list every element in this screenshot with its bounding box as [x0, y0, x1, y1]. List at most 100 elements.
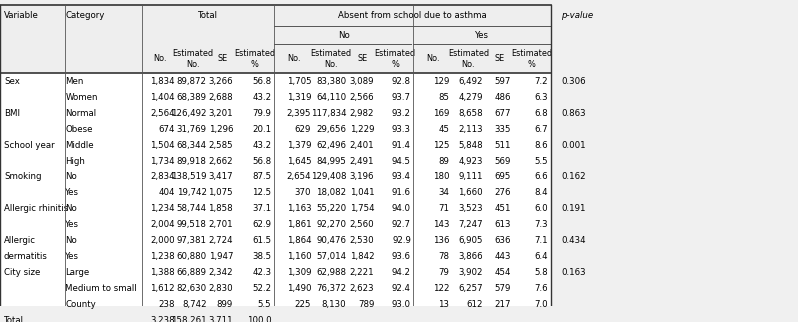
Text: 238: 238 — [158, 300, 175, 309]
Text: No: No — [65, 204, 77, 213]
Text: 612: 612 — [466, 300, 483, 309]
Text: 13: 13 — [438, 300, 449, 309]
Text: 71: 71 — [438, 204, 449, 213]
Text: 1,296: 1,296 — [208, 125, 233, 134]
Text: 8,742: 8,742 — [182, 300, 207, 309]
Text: 0.863: 0.863 — [561, 109, 586, 118]
Text: 83,380: 83,380 — [316, 77, 346, 86]
Text: 7.0: 7.0 — [535, 300, 548, 309]
Text: p-value: p-value — [561, 11, 593, 20]
Text: 1,229: 1,229 — [350, 125, 374, 134]
Text: 579: 579 — [494, 284, 511, 293]
Text: 0.163: 0.163 — [561, 268, 586, 277]
Text: 3,196: 3,196 — [350, 172, 374, 181]
Text: County: County — [65, 300, 97, 309]
Text: No: No — [65, 236, 77, 245]
Text: 57,014: 57,014 — [316, 252, 346, 261]
Text: 1,842: 1,842 — [350, 252, 374, 261]
Text: 8.4: 8.4 — [535, 188, 548, 197]
Text: 1,612: 1,612 — [150, 284, 175, 293]
Text: 8,658: 8,658 — [458, 109, 483, 118]
Text: School year: School year — [4, 141, 54, 150]
Text: 58,744: 58,744 — [176, 204, 207, 213]
Text: 7.3: 7.3 — [535, 220, 548, 229]
Text: 1,163: 1,163 — [286, 204, 311, 213]
Text: 1,379: 1,379 — [286, 141, 311, 150]
Text: 2,566: 2,566 — [350, 93, 374, 102]
Text: 3,902: 3,902 — [458, 268, 483, 277]
Text: 2,004: 2,004 — [150, 220, 175, 229]
Text: 43.2: 43.2 — [252, 93, 271, 102]
Text: Estimated
%: Estimated % — [234, 49, 275, 69]
Text: 6,492: 6,492 — [458, 77, 483, 86]
Text: SE: SE — [358, 54, 368, 63]
Text: 92,270: 92,270 — [316, 220, 346, 229]
Text: 7.2: 7.2 — [535, 77, 548, 86]
Text: 0.434: 0.434 — [561, 236, 586, 245]
Text: 2,491: 2,491 — [350, 156, 374, 166]
Text: 7,247: 7,247 — [458, 220, 483, 229]
Text: 1,834: 1,834 — [150, 77, 175, 86]
Text: 1,947: 1,947 — [208, 252, 233, 261]
Text: 56.8: 56.8 — [252, 156, 271, 166]
Text: 45: 45 — [438, 125, 449, 134]
Text: SE: SE — [494, 54, 504, 63]
Text: 34: 34 — [438, 188, 449, 197]
Text: 2,688: 2,688 — [208, 93, 233, 102]
Text: 2,834: 2,834 — [150, 172, 175, 181]
Text: 93.6: 93.6 — [392, 252, 411, 261]
Text: 82,630: 82,630 — [176, 284, 207, 293]
Text: Sex: Sex — [4, 77, 20, 86]
Text: 0.306: 0.306 — [561, 77, 586, 86]
Text: 2,342: 2,342 — [208, 268, 233, 277]
Text: 613: 613 — [494, 220, 511, 229]
Text: Women: Women — [65, 93, 98, 102]
Text: BMI: BMI — [4, 109, 20, 118]
Text: 2,113: 2,113 — [458, 125, 483, 134]
Bar — [0, 73, 551, 322]
Text: Absent from school due to asthma: Absent from school due to asthma — [338, 11, 487, 20]
Text: 569: 569 — [494, 156, 511, 166]
Text: 2,982: 2,982 — [350, 109, 374, 118]
Text: 93.0: 93.0 — [392, 300, 411, 309]
Text: No.: No. — [287, 54, 300, 63]
Text: 3,266: 3,266 — [208, 77, 233, 86]
Text: 1,234: 1,234 — [150, 204, 175, 213]
Text: 3,238: 3,238 — [150, 316, 175, 322]
Text: 85: 85 — [438, 93, 449, 102]
Text: Yes: Yes — [65, 252, 80, 261]
Text: 7.1: 7.1 — [535, 236, 548, 245]
Bar — [0, 5, 551, 73]
Text: 6,905: 6,905 — [458, 236, 483, 245]
Text: 129,408: 129,408 — [311, 172, 346, 181]
Text: 225: 225 — [294, 300, 311, 309]
Text: 20.1: 20.1 — [252, 125, 271, 134]
Text: Allergic: Allergic — [4, 236, 36, 245]
Text: 451: 451 — [494, 204, 511, 213]
Text: 597: 597 — [494, 77, 511, 86]
Text: 37.1: 37.1 — [252, 204, 271, 213]
Text: 629: 629 — [294, 125, 311, 134]
Text: 3,089: 3,089 — [350, 77, 374, 86]
Text: 61.5: 61.5 — [252, 236, 271, 245]
Text: No: No — [65, 172, 77, 181]
Text: 1,705: 1,705 — [286, 77, 311, 86]
Text: 93.4: 93.4 — [392, 172, 411, 181]
Text: 5.5: 5.5 — [258, 300, 271, 309]
Text: 38.5: 38.5 — [252, 252, 271, 261]
Text: 3,523: 3,523 — [458, 204, 483, 213]
Text: 2,530: 2,530 — [350, 236, 374, 245]
Text: 91.6: 91.6 — [392, 188, 411, 197]
Text: 62,496: 62,496 — [316, 141, 346, 150]
Text: 6.8: 6.8 — [535, 109, 548, 118]
Text: Variable: Variable — [4, 11, 39, 20]
Text: 2,564: 2,564 — [150, 109, 175, 118]
Text: 217: 217 — [494, 300, 511, 309]
Text: 0.191: 0.191 — [561, 204, 586, 213]
Text: 94.0: 94.0 — [392, 204, 411, 213]
Text: Estimated
%: Estimated % — [374, 49, 416, 69]
Text: 6.6: 6.6 — [535, 172, 548, 181]
Text: 92.7: 92.7 — [392, 220, 411, 229]
Text: 6.7: 6.7 — [535, 125, 548, 134]
Text: 1,858: 1,858 — [208, 204, 233, 213]
